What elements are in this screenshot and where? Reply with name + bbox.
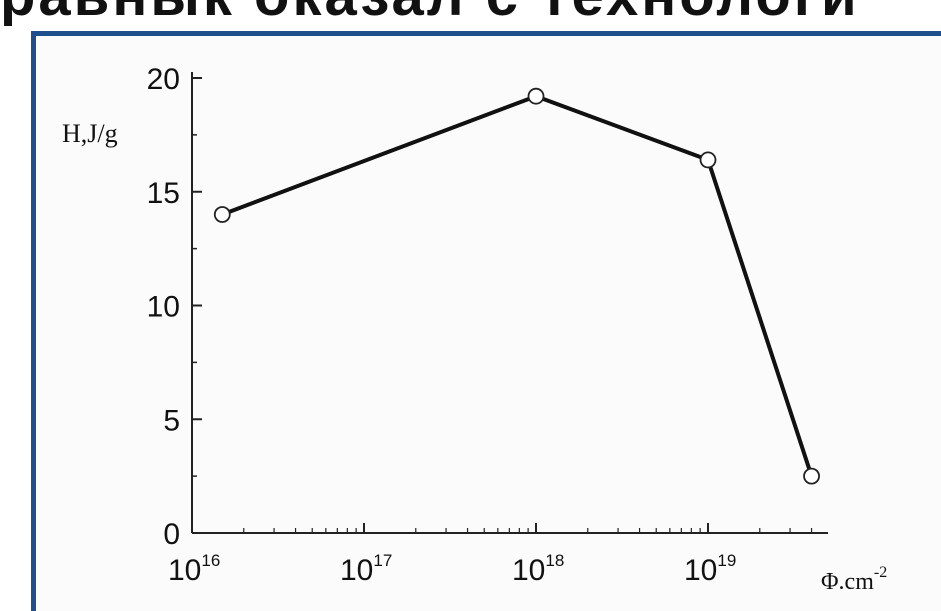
chart-frame <box>31 31 941 611</box>
data-point <box>527 87 545 105</box>
x-tick-label: 1017 <box>340 551 392 587</box>
x-tick-label: 1019 <box>684 551 736 587</box>
x-axis-label: Φ.cm-2 <box>821 564 887 593</box>
x-tick-label: 1016 <box>168 551 220 587</box>
y-tick-label: 5 <box>163 404 180 437</box>
y-axis-label: H,J/g <box>62 119 118 148</box>
x-tick-label: 1018 <box>512 551 564 587</box>
y-tick-label: 20 <box>147 63 180 96</box>
y-tick-label: 10 <box>147 291 180 324</box>
y-tick-label: 0 <box>163 518 180 551</box>
header-text-fragment: равнык оказал с технологи <box>0 0 941 26</box>
data-point <box>699 151 717 169</box>
series-line <box>221 94 814 477</box>
y-tick-label: 15 <box>147 177 180 210</box>
line-chart: 0 5 10 15 20 1016 1017 1018 1019 H,J/g Φ.cm-2 <box>62 63 887 593</box>
data-point <box>213 206 231 223</box>
data-point <box>803 467 820 485</box>
